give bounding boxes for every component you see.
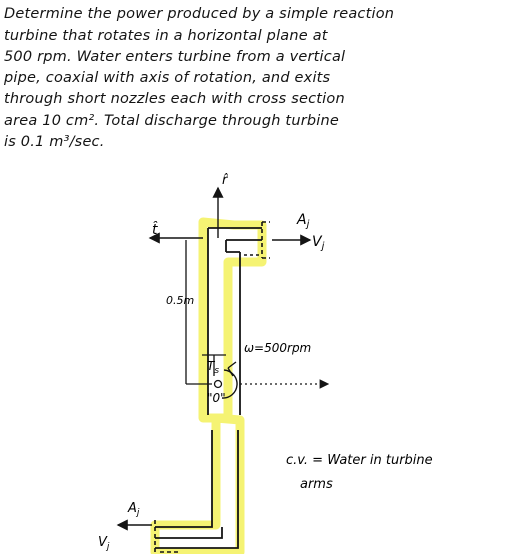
problem-line-2: turbine that rotates in a horizontal pla… [4,28,328,44]
problem-line-7: is 0.1 m³/sec. [4,134,105,150]
problem-line-6: area 10 cm². Total discharge through tur… [4,113,340,129]
rotation-arc [221,369,238,399]
bottom-velocity-label: Vj [98,535,110,552]
problem-line-3: 500 rpm. Water enters turbine from a ver… [4,49,346,65]
top-velocity-label: Vj [312,234,325,252]
omega-label: ω=500rpm [244,341,311,355]
radius-label: 0.5m [166,294,194,307]
upper-nozzle [261,221,270,259]
rotation-arrowhead [227,361,237,377]
origin-label: "0" [207,391,226,405]
origin-marker [213,379,223,389]
control-volume-label-2: arms [300,477,333,492]
torque-label: Ts [207,359,219,376]
top-area-label: Aj [296,212,310,230]
problem-line-5: through short nozzles each with cross se… [4,91,345,107]
problem-line-4: pipe, coaxial with axis of rotation, and… [4,70,331,86]
r-hat-label: r̂ [222,173,229,188]
problem-line-1: Determine the power produced by a simple… [4,6,395,22]
lower-arm [155,430,239,549]
control-volume-label: c.v. = Water in turbine [286,453,433,468]
bottom-area-label: Aj [127,501,140,518]
t-hat-label: t̂ [152,221,158,238]
upper-arm [207,227,262,415]
